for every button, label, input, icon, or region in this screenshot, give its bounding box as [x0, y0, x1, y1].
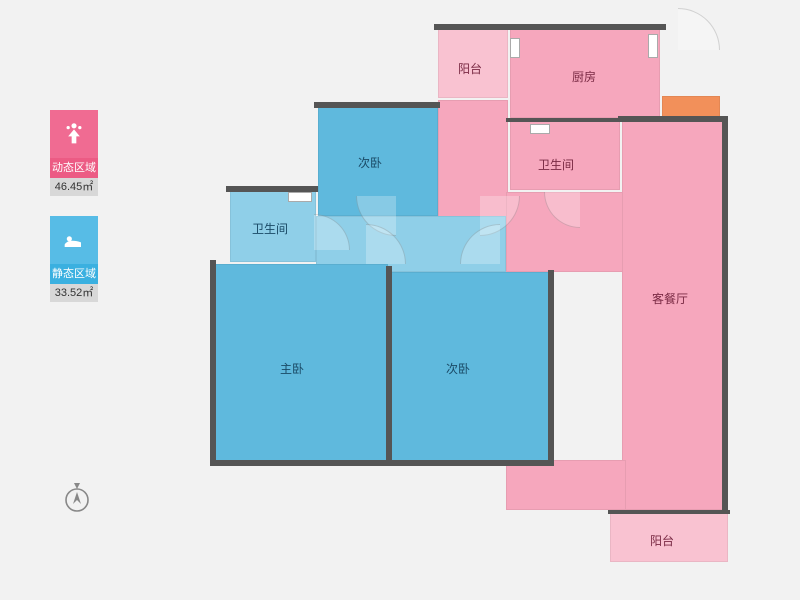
legend-dynamic-value: 46.45㎡ [50, 178, 98, 196]
legend: 动态区域 46.45㎡ 静态区域 33.52㎡ [50, 110, 110, 322]
room-master [210, 264, 388, 464]
compass-icon [60, 480, 94, 514]
wall [226, 186, 318, 192]
room-balcony_top [438, 28, 508, 98]
room-balcony_bot [610, 512, 728, 562]
room-kitchen [510, 28, 660, 118]
wall [722, 116, 728, 514]
wall [434, 24, 666, 30]
wall [386, 266, 392, 464]
wall [314, 102, 440, 108]
wall [608, 510, 730, 514]
legend-dynamic-label: 动态区域 [50, 158, 98, 178]
wall [210, 260, 216, 466]
wall [548, 270, 554, 464]
legend-dynamic: 动态区域 46.45㎡ [50, 110, 110, 196]
wall [210, 460, 554, 466]
people-icon [50, 110, 98, 158]
wall [618, 116, 726, 122]
room-living [622, 118, 726, 510]
fixture [288, 192, 312, 202]
fixture [530, 124, 550, 134]
legend-static-value: 33.52㎡ [50, 284, 98, 302]
legend-static: 静态区域 33.52㎡ [50, 216, 110, 302]
room-living_ext [506, 460, 626, 510]
wall [506, 118, 622, 122]
floorplan: 阳台厨房玄关次卧卫生间卫生间客餐厅主卧次卧阳台 [210, 20, 750, 580]
fixture [510, 38, 520, 58]
legend-static-label: 静态区域 [50, 264, 98, 284]
fixture [648, 34, 658, 58]
sleep-icon [50, 216, 98, 264]
room-bed2_bottom [390, 272, 550, 464]
room-bath_pink [510, 120, 620, 190]
